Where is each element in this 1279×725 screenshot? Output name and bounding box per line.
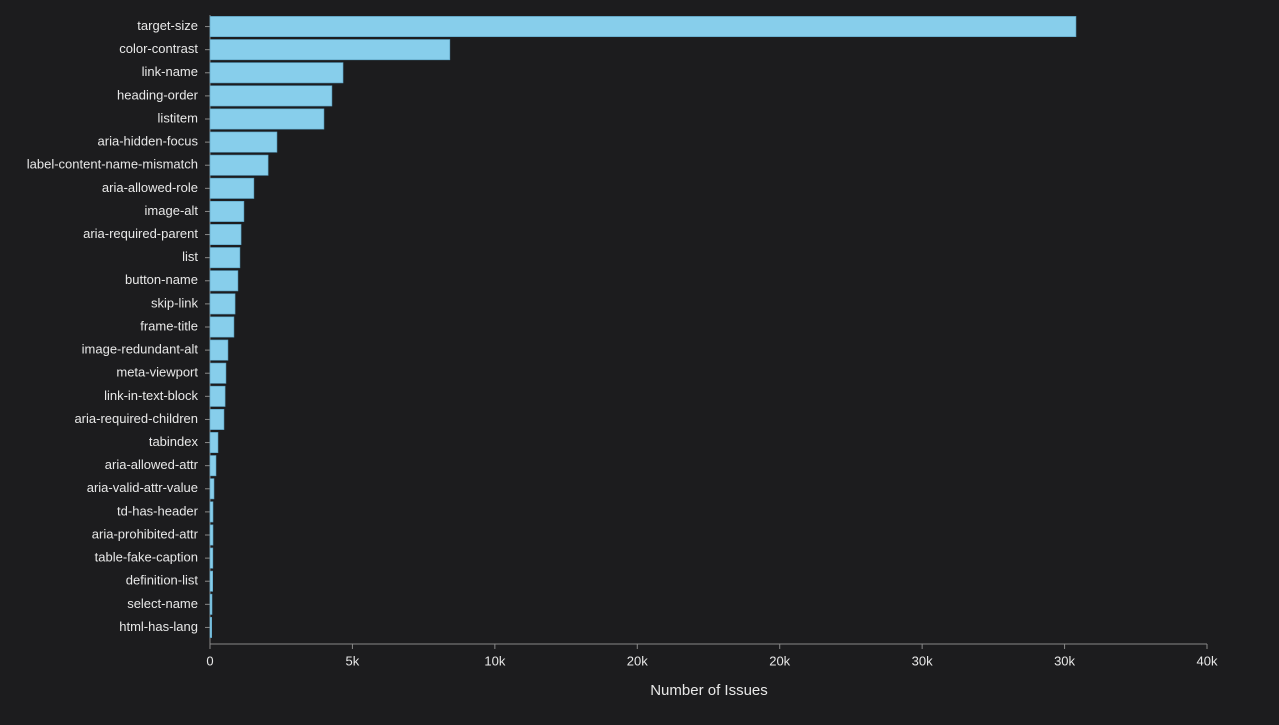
y-tick-label: label-content-name-mismatch xyxy=(27,157,198,172)
bar xyxy=(209,362,227,384)
y-tick-label: image-redundant-alt xyxy=(82,342,199,357)
x-tick-label: 20k xyxy=(769,653,790,668)
y-tick-label: td-has-header xyxy=(117,503,199,518)
bar xyxy=(209,385,226,407)
y-tick-label: aria-hidden-focus xyxy=(98,134,199,149)
y-tick-label: target-size xyxy=(137,18,198,33)
y-tick-label: button-name xyxy=(125,272,198,287)
y-tick-label: tabindex xyxy=(149,434,199,449)
bar xyxy=(209,616,213,638)
y-tick-label: aria-valid-attr-value xyxy=(87,480,198,495)
bar xyxy=(209,478,215,500)
bar xyxy=(209,432,219,454)
y-tick-label: table-fake-caption xyxy=(95,550,198,565)
y-tick-label: heading-order xyxy=(117,87,199,102)
y-tick-label: image-alt xyxy=(145,203,199,218)
bar xyxy=(209,62,344,84)
bar xyxy=(209,501,214,523)
x-tick-label: 0 xyxy=(206,653,213,668)
bar xyxy=(209,547,214,569)
y-tick-label: frame-title xyxy=(140,318,198,333)
bar xyxy=(209,154,269,176)
bar xyxy=(209,85,333,107)
bar xyxy=(209,131,278,153)
bar xyxy=(209,316,235,338)
bar xyxy=(209,593,213,615)
bar xyxy=(209,177,255,199)
y-tick-label: definition-list xyxy=(126,573,199,588)
y-tick-label: link-in-text-block xyxy=(104,388,198,403)
bar xyxy=(209,108,325,130)
y-tick-label: listitem xyxy=(158,110,198,125)
x-tick-label: 40k xyxy=(1197,653,1218,668)
x-axis-title: Number of Issues xyxy=(650,682,768,699)
y-tick-label: html-has-lang xyxy=(119,619,198,634)
y-tick-label: aria-allowed-attr xyxy=(105,457,199,472)
bar xyxy=(209,247,241,269)
y-tick-label: aria-prohibited-attr xyxy=(92,526,199,541)
y-tick-label: meta-viewport xyxy=(116,365,198,380)
y-tick-label: aria-required-children xyxy=(74,411,198,426)
bar xyxy=(209,270,239,292)
bar xyxy=(209,224,242,246)
x-tick-label: 30k xyxy=(912,653,933,668)
bar xyxy=(209,524,214,546)
y-tick-label: aria-required-parent xyxy=(83,226,198,241)
x-tick-label: 20k xyxy=(627,653,648,668)
bar xyxy=(209,293,236,315)
y-tick-label: skip-link xyxy=(151,295,198,310)
y-tick-label: list xyxy=(182,249,198,264)
bar xyxy=(209,16,1077,38)
y-tick-label: select-name xyxy=(127,596,198,611)
bar xyxy=(209,200,245,222)
bar xyxy=(209,408,225,430)
bar xyxy=(209,39,451,61)
bar xyxy=(209,570,214,592)
y-tick-label: color-contrast xyxy=(119,41,198,56)
x-tick-label: 30k xyxy=(1054,653,1075,668)
bar xyxy=(209,455,217,477)
x-tick-label: 10k xyxy=(484,653,505,668)
x-tick-label: 5k xyxy=(346,653,360,668)
bar xyxy=(209,339,229,361)
y-tick-label: link-name xyxy=(142,64,198,79)
y-tick-label: aria-allowed-role xyxy=(102,180,198,195)
